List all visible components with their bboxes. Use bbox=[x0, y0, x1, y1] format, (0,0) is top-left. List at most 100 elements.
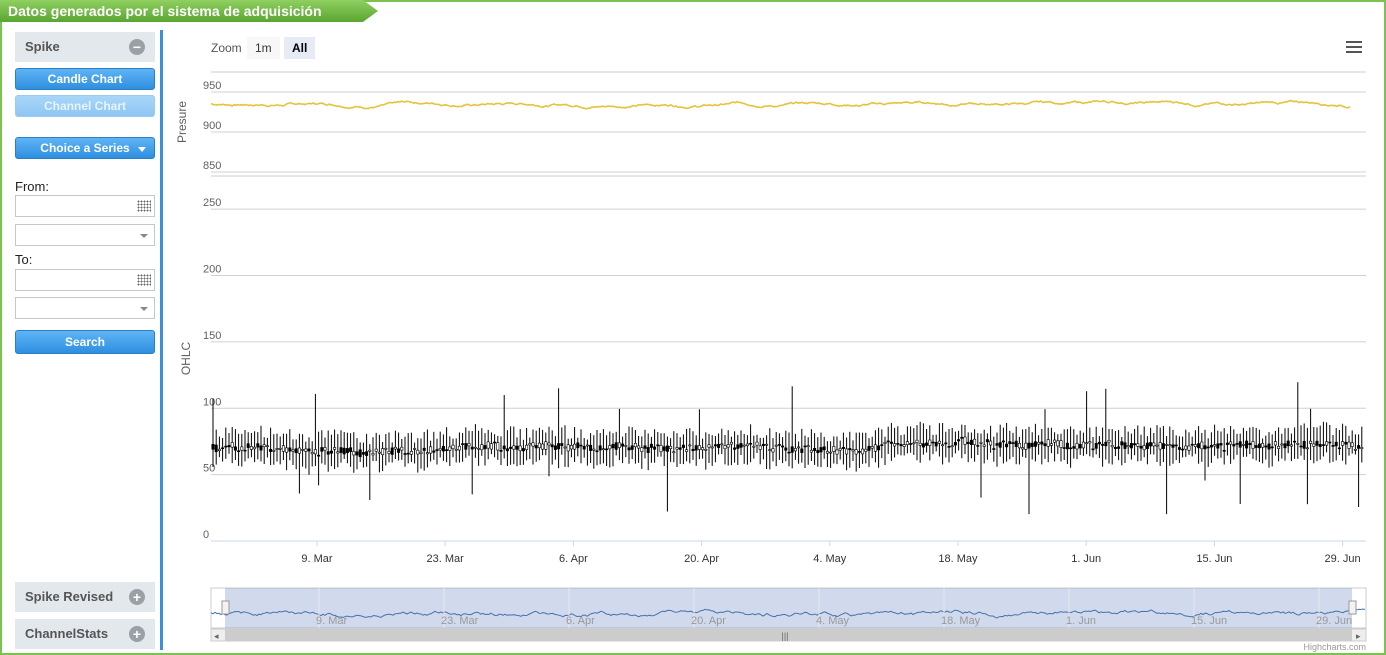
candle-body bbox=[1238, 441, 1242, 448]
candle-body bbox=[998, 442, 1002, 448]
candle-body bbox=[589, 444, 593, 451]
candle-body bbox=[1257, 443, 1261, 449]
candle-body bbox=[381, 448, 385, 456]
candle-body bbox=[704, 449, 708, 451]
candle-body bbox=[678, 447, 682, 450]
accordion-spike-revised[interactable]: Spike Revised + bbox=[15, 582, 155, 612]
candle-body bbox=[265, 445, 269, 448]
candle-body bbox=[374, 448, 378, 452]
zoom-all-button[interactable]: All bbox=[284, 37, 316, 59]
calendar-icon[interactable] bbox=[137, 200, 151, 212]
calendar-icon[interactable] bbox=[137, 274, 151, 286]
candle-body bbox=[867, 445, 871, 451]
navigator-mask bbox=[225, 588, 1352, 628]
candle-body bbox=[1085, 442, 1089, 445]
candle-body bbox=[1062, 447, 1066, 449]
candle-body bbox=[1027, 442, 1031, 449]
candle-body bbox=[1014, 440, 1018, 447]
candle-body bbox=[1091, 448, 1095, 451]
candle-body bbox=[675, 447, 679, 450]
candle-body bbox=[435, 449, 439, 451]
candle-body bbox=[1261, 443, 1265, 448]
to-time-select[interactable] bbox=[15, 297, 155, 319]
candle-body bbox=[896, 443, 900, 445]
candle-body bbox=[259, 445, 263, 451]
choice-series-button[interactable]: Choice a Series bbox=[15, 137, 155, 159]
accordion-spike[interactable]: Spike − bbox=[15, 32, 155, 62]
candle-body bbox=[1126, 445, 1130, 448]
zoom-1m-button[interactable]: 1m bbox=[247, 37, 280, 59]
candle-body bbox=[966, 441, 970, 445]
panel-separator bbox=[160, 30, 163, 650]
candle-body bbox=[467, 443, 471, 447]
candle-body bbox=[243, 449, 247, 452]
from-time-select[interactable] bbox=[15, 224, 155, 246]
pressure-series-line bbox=[210, 99, 1351, 110]
to-date-field[interactable] bbox=[15, 269, 155, 291]
search-button[interactable]: Search bbox=[15, 330, 155, 354]
navigator-tick-label: 29. Jun bbox=[1316, 615, 1352, 627]
candle-body bbox=[1161, 443, 1165, 449]
candle-body bbox=[989, 440, 993, 446]
candle-body bbox=[877, 445, 881, 451]
from-date-field[interactable] bbox=[15, 195, 155, 217]
candle-body bbox=[601, 448, 605, 451]
candle-body bbox=[627, 447, 631, 451]
candle-body bbox=[864, 448, 868, 452]
candle-body bbox=[691, 448, 695, 452]
candle-body bbox=[1270, 446, 1274, 449]
candle-body bbox=[1139, 445, 1143, 449]
candle-body bbox=[934, 442, 938, 447]
candle-body bbox=[1072, 446, 1076, 449]
candle-body bbox=[893, 443, 897, 447]
candle-body bbox=[752, 445, 756, 448]
candle-chart-button[interactable]: Candle Chart bbox=[15, 68, 155, 90]
candle-body bbox=[1005, 443, 1009, 448]
y-tick-label: 250 bbox=[203, 197, 221, 209]
candle-body bbox=[454, 448, 458, 451]
candle-body bbox=[221, 447, 225, 450]
candle-body bbox=[717, 443, 721, 448]
x-tick-label: 18. May bbox=[938, 553, 978, 565]
candle-body bbox=[432, 450, 436, 453]
y-tick-label: 150 bbox=[203, 330, 221, 342]
candle-body bbox=[1101, 443, 1105, 446]
candle-body bbox=[1357, 445, 1361, 449]
expand-icon[interactable]: + bbox=[129, 626, 145, 642]
candle-body bbox=[816, 450, 820, 454]
candle-body bbox=[509, 446, 513, 449]
menu-icon[interactable] bbox=[1346, 41, 1362, 55]
candle-body bbox=[1203, 445, 1207, 450]
candle-body bbox=[217, 448, 221, 451]
collapse-icon[interactable]: − bbox=[129, 39, 145, 55]
credits[interactable]: Highcharts.com bbox=[1303, 642, 1366, 652]
candle-body bbox=[1267, 443, 1271, 450]
candle-body bbox=[365, 451, 369, 456]
candle-body bbox=[272, 449, 276, 452]
candle-body bbox=[288, 447, 292, 452]
candle-body bbox=[608, 445, 612, 450]
candle-body bbox=[595, 450, 599, 453]
candle-body bbox=[813, 448, 817, 451]
candle-body bbox=[1033, 441, 1037, 447]
candle-body bbox=[656, 444, 660, 447]
candle-body bbox=[605, 448, 609, 451]
candle-body bbox=[1248, 443, 1252, 446]
expand-icon[interactable]: + bbox=[129, 589, 145, 605]
candle-body bbox=[979, 442, 983, 444]
accordion-channelstats[interactable]: ChannelStats + bbox=[15, 619, 155, 649]
candle-body bbox=[771, 448, 775, 453]
candle-body bbox=[451, 444, 455, 450]
candle-body bbox=[1123, 442, 1127, 449]
channel-chart-button[interactable]: Channel Chart bbox=[15, 95, 155, 117]
candle-body bbox=[496, 442, 500, 451]
candle-body bbox=[1251, 441, 1255, 449]
candle-body bbox=[582, 446, 586, 450]
candle-body bbox=[624, 445, 628, 447]
candle-body bbox=[461, 443, 465, 445]
candle-body bbox=[1334, 441, 1338, 447]
candle-body bbox=[384, 447, 388, 450]
candle-body bbox=[653, 446, 657, 450]
candle-body bbox=[1197, 443, 1201, 449]
